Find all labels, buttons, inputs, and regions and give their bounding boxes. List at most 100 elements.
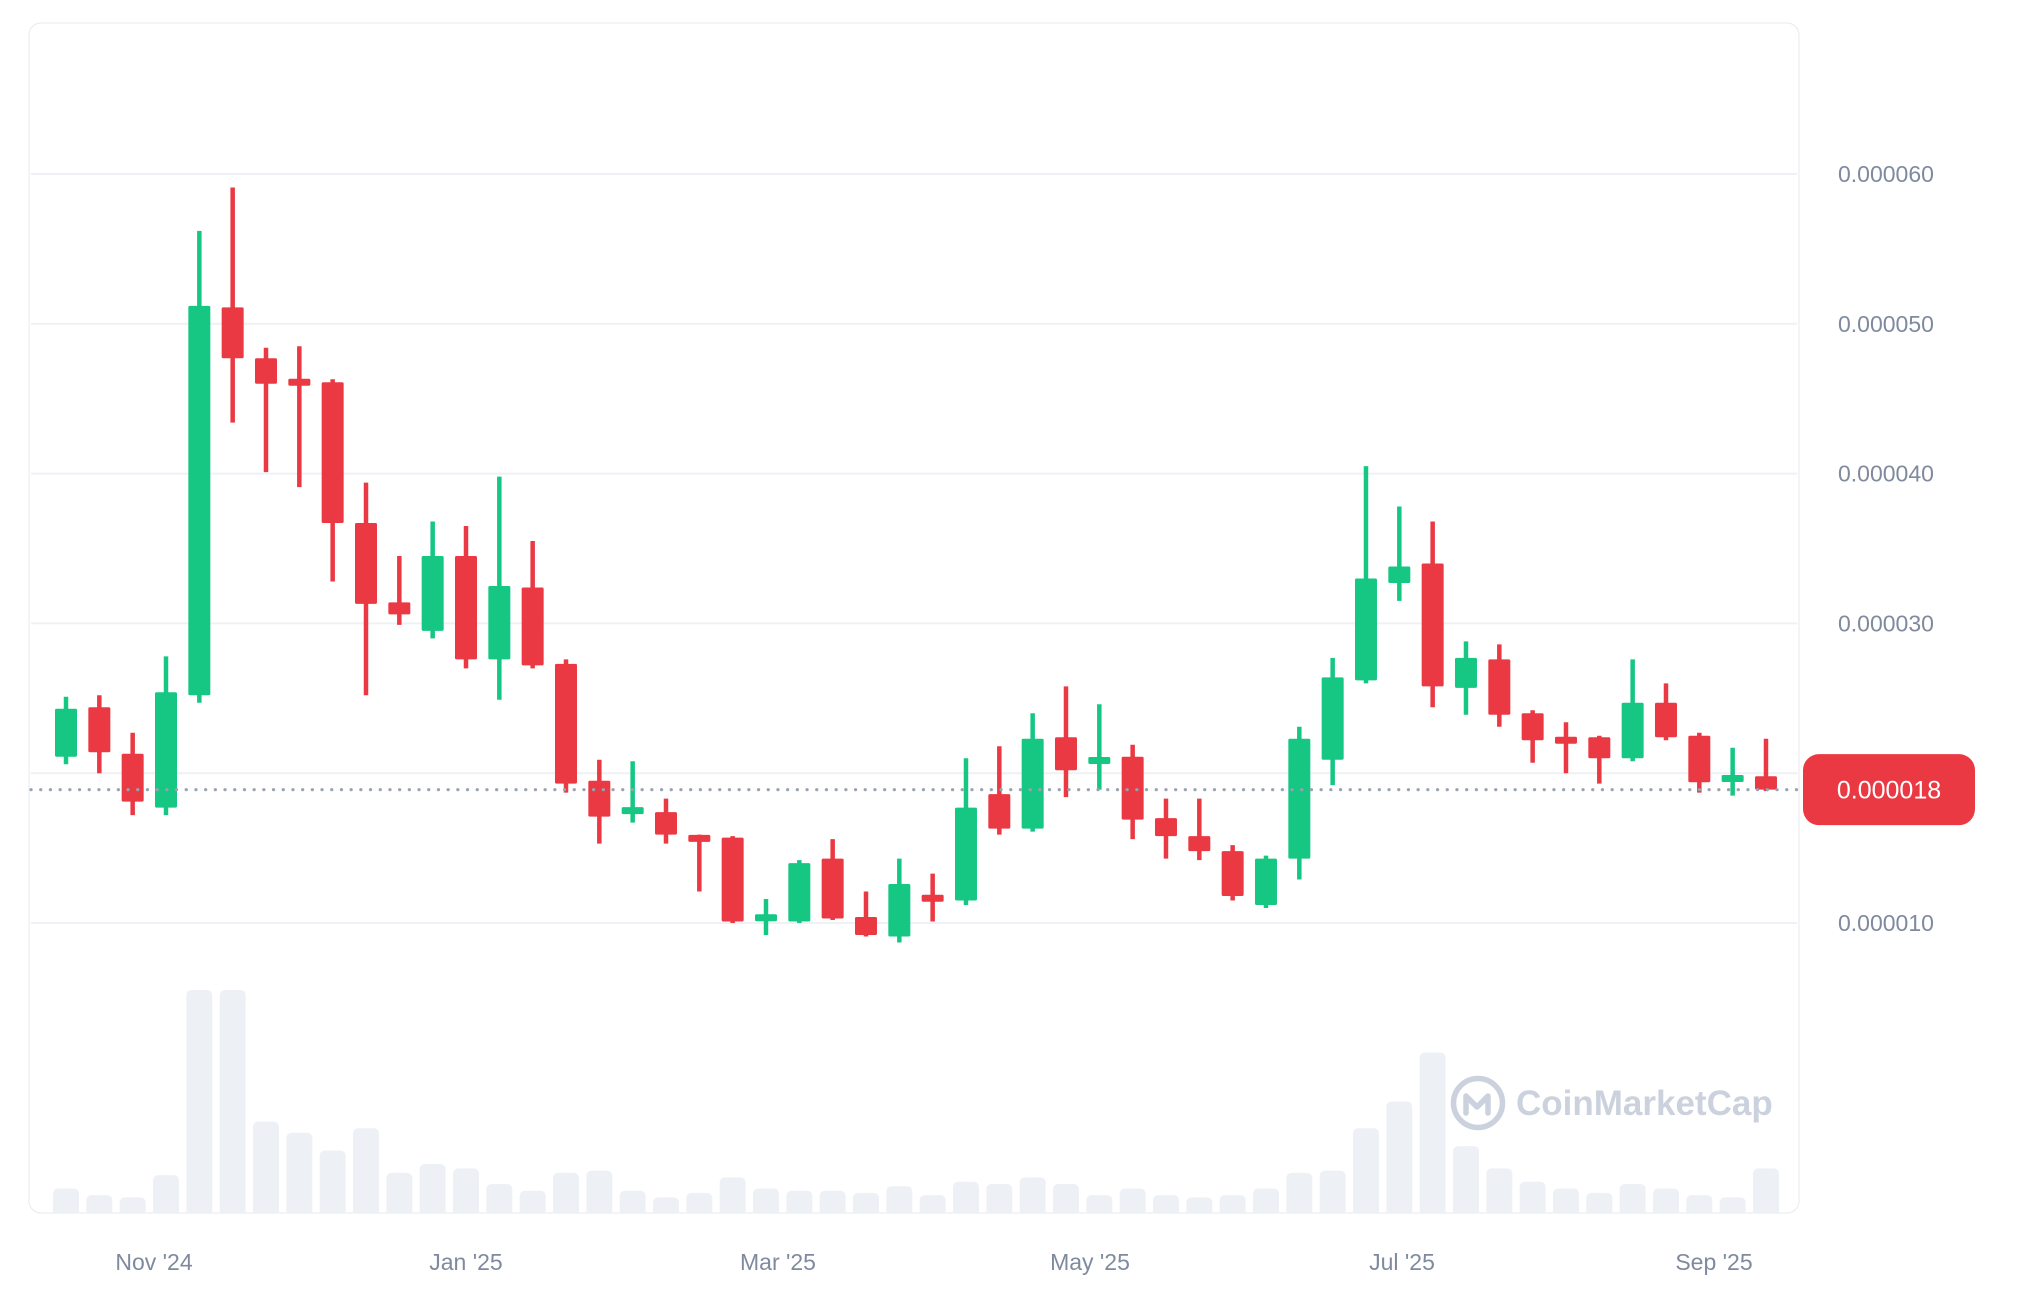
volume-bar[interactable] [719,1177,746,1213]
candle[interactable] [521,541,544,669]
candle[interactable] [288,346,311,488]
volume-bar[interactable] [619,1190,646,1213]
volume-bar[interactable] [1052,1184,1079,1213]
candle[interactable] [1254,855,1277,909]
candle[interactable] [1321,657,1344,786]
candle[interactable] [354,482,377,696]
volume-bar[interactable] [286,1132,313,1213]
volume-bar[interactable] [86,1195,113,1213]
candle[interactable] [621,761,644,823]
candle[interactable] [154,656,177,816]
volume-bar[interactable] [1386,1101,1413,1214]
candle[interactable] [254,347,277,473]
volume-bar[interactable] [452,1168,479,1213]
candle[interactable] [1454,641,1477,715]
candle[interactable] [1388,506,1411,601]
candle[interactable] [554,659,577,793]
volume-bar[interactable] [1219,1195,1246,1213]
candle[interactable] [321,379,344,582]
candle[interactable] [1588,735,1611,784]
volume-bar[interactable] [1186,1197,1213,1213]
volume-bar[interactable] [219,990,246,1213]
candle[interactable] [854,891,877,937]
volume-bar[interactable] [1452,1146,1479,1213]
candle[interactable] [421,521,444,639]
candle[interactable] [1721,747,1744,796]
candle[interactable] [454,526,477,669]
volume-bar[interactable] [852,1192,879,1213]
volume-bar[interactable] [819,1190,846,1213]
volume-bar[interactable] [1486,1168,1513,1213]
volume-bar[interactable] [652,1197,679,1213]
volume-bar[interactable] [1319,1170,1346,1213]
candle[interactable] [688,834,711,892]
candle[interactable] [1688,732,1711,793]
candle[interactable] [221,187,244,423]
candle[interactable] [1288,726,1311,880]
candle[interactable] [121,732,144,816]
candle[interactable] [721,836,744,923]
volume-bar[interactable] [1619,1184,1646,1213]
candle[interactable] [1488,644,1511,727]
candle[interactable] [488,476,511,700]
volume-bar[interactable] [1152,1195,1179,1213]
volume-bar[interactable] [152,1175,179,1213]
volume-bar[interactable] [386,1172,413,1213]
candle[interactable] [1088,704,1111,790]
candle[interactable] [788,860,811,923]
candle[interactable] [55,696,77,765]
candle[interactable] [1221,845,1244,901]
volume-bar[interactable] [519,1190,546,1213]
volume-bar[interactable] [586,1170,613,1213]
volume-bar[interactable] [319,1150,346,1213]
volume-bar[interactable] [686,1192,713,1213]
candle[interactable] [654,798,677,844]
volume-bar[interactable] [1552,1188,1579,1213]
volume-bar[interactable] [1286,1172,1313,1213]
volume-bar[interactable] [1352,1128,1379,1213]
volume-bar[interactable] [919,1195,946,1213]
candle[interactable] [1621,659,1644,762]
candle[interactable] [388,555,411,625]
candle[interactable] [1121,744,1144,840]
candle[interactable] [1354,466,1377,684]
volume-bar[interactable] [1019,1177,1046,1213]
candle[interactable] [921,873,944,922]
volume-bar[interactable] [1752,1168,1779,1213]
volume-bar[interactable] [119,1197,146,1213]
candle[interactable] [1054,686,1077,798]
volume-bar[interactable] [952,1181,979,1213]
candle[interactable] [1554,722,1577,774]
candle[interactable] [88,695,111,774]
volume-bar[interactable] [419,1163,446,1213]
volume-bar[interactable] [486,1184,513,1213]
volume-bar[interactable] [1686,1195,1713,1213]
candle[interactable] [1154,798,1177,859]
volume-bar[interactable] [1519,1181,1546,1213]
candle[interactable] [1521,710,1544,763]
volume-bar[interactable] [186,990,213,1213]
volume-bar[interactable] [1086,1195,1113,1213]
volume-bar[interactable] [1419,1052,1446,1213]
candle[interactable] [1188,798,1211,861]
candle[interactable] [1021,713,1044,832]
candle[interactable] [1421,521,1444,708]
candle[interactable] [188,230,211,703]
candles[interactable] [55,187,1777,943]
candle[interactable] [821,839,844,921]
volume-bar[interactable] [752,1188,779,1213]
candle[interactable] [888,858,911,943]
volume-bar[interactable] [1119,1188,1146,1213]
volume-bar[interactable] [1719,1197,1746,1213]
volume-bar[interactable] [252,1121,279,1213]
candle[interactable] [954,758,977,906]
candle[interactable] [988,746,1011,835]
volume-bar[interactable] [1586,1192,1613,1213]
candle[interactable] [1654,683,1677,741]
candle[interactable] [754,899,777,935]
candle[interactable] [1754,738,1777,792]
volume-bar[interactable] [886,1186,913,1213]
volume-bar[interactable] [53,1188,79,1213]
volume-bar[interactable] [352,1128,379,1213]
